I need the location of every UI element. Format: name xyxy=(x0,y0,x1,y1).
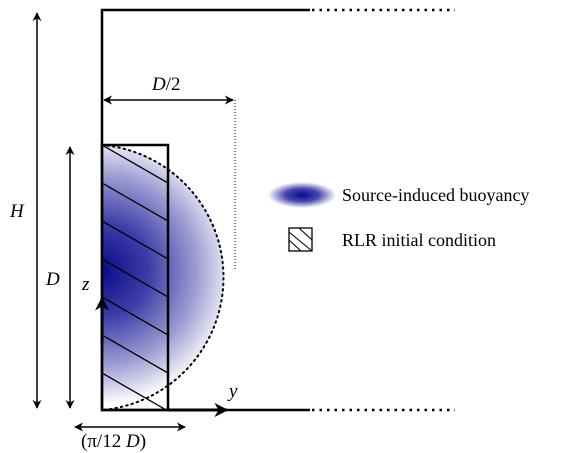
legend-rlr-swatch xyxy=(288,227,313,252)
buoyancy-boundary xyxy=(101,144,225,411)
half-width-label: D/2 xyxy=(151,74,181,95)
depth-label: D xyxy=(45,269,60,290)
rlr-hatching xyxy=(102,145,168,410)
bottom-width-label: (π/12 D) xyxy=(81,431,146,452)
legend-rlr-label: RLR initial condition xyxy=(342,230,496,250)
buoyancy-region xyxy=(102,145,224,410)
legend-buoyancy-label: Source-induced buoyancy xyxy=(342,185,529,205)
legend-buoyancy-swatch xyxy=(268,182,336,208)
y-axis-label: y xyxy=(227,381,238,402)
rlr-rectangle xyxy=(100,143,170,412)
z-axis-label: z xyxy=(81,274,90,295)
height-label: H xyxy=(9,201,25,222)
